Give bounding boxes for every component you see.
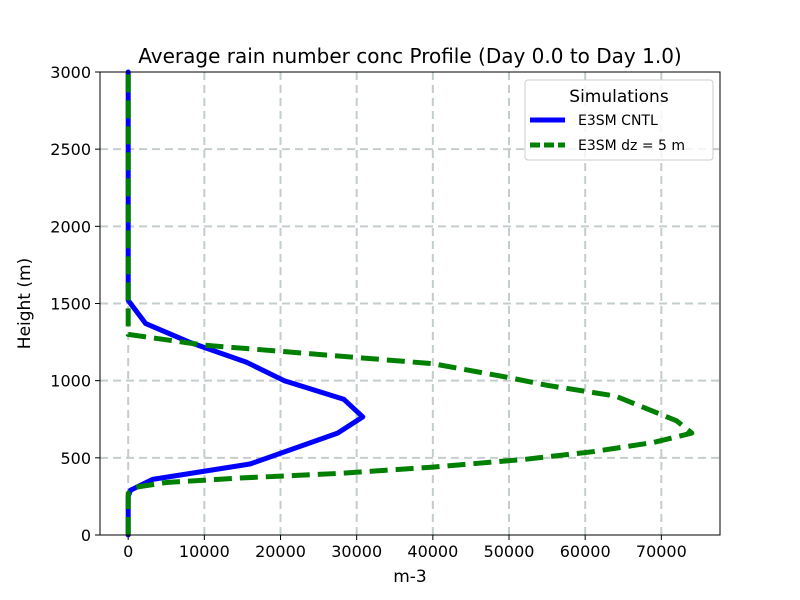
y-tick-label: 500 (60, 449, 91, 468)
x-tick-label: 50000 (484, 542, 535, 561)
legend-box (524, 79, 714, 161)
legend: Simulations E3SM CNTL E3SM dz = 5 m (524, 79, 714, 161)
x-tick-label: 0 (123, 542, 133, 561)
ticks: 0 10000 20000 30000 40000 50000 60000 70000 0 500… (50, 63, 687, 561)
y-tick-label: 3000 (50, 63, 91, 82)
x-tick-label: 60000 (560, 542, 611, 561)
legend-label-e3sm-dz-5m: E3SM dz = 5 m (578, 138, 685, 154)
legend-title: Simulations (569, 87, 669, 107)
x-tick-label: 30000 (331, 542, 382, 561)
x-tick-label: 10000 (179, 542, 230, 561)
y-tick-label: 2500 (50, 140, 91, 159)
y-axis-label: Height (m) (15, 258, 35, 349)
y-tick-label: 0 (81, 526, 91, 545)
x-tick-label: 20000 (255, 542, 306, 561)
x-tick-label: 40000 (407, 542, 458, 561)
series-layer (125, 69, 695, 538)
y-tick-label: 1000 (50, 372, 91, 391)
y-tick-label: 2000 (50, 217, 91, 236)
y-tick-label: 1500 (50, 295, 91, 314)
x-tick-label: 70000 (636, 542, 687, 561)
chart-title: Average rain number conc Profile (Day 0.… (138, 44, 682, 68)
x-axis-label: m-3 (393, 567, 427, 587)
series-line-e3sm-dz-5m (125, 72, 695, 535)
legend-label-e3sm-cntl: E3SM CNTL (578, 113, 658, 129)
